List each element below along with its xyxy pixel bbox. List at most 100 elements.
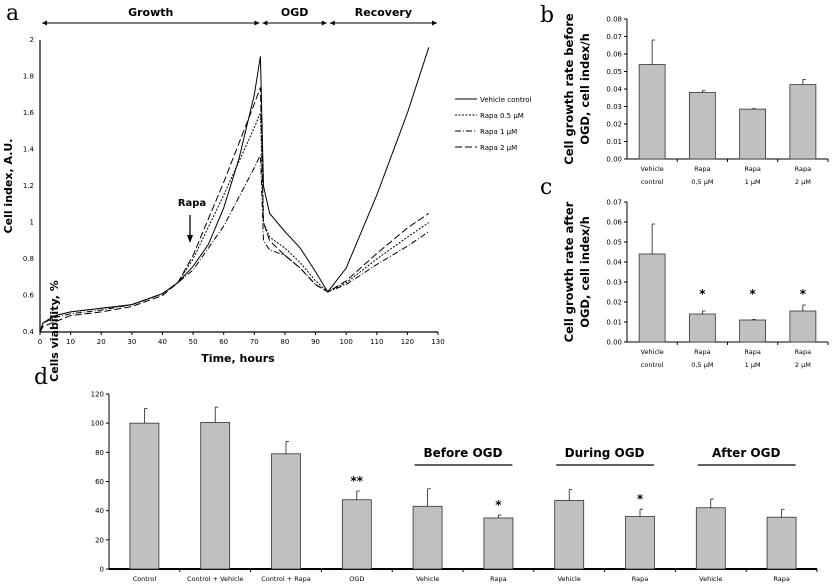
group-label: After OGD [712, 446, 781, 460]
c-y-tick-label: 0.07 [606, 199, 622, 207]
d-y-tick-label: 40 [95, 507, 104, 515]
d-bar [200, 422, 231, 570]
arrowhead-icon [329, 20, 335, 26]
series-line-1 [39, 112, 430, 333]
d-category-label: Rapa [490, 575, 506, 583]
c-bar [789, 310, 817, 343]
b-bar [789, 84, 817, 160]
a-y-tick-label: 1 [30, 219, 34, 227]
d-bar [695, 507, 726, 570]
b-y-tick-label: 0.01 [606, 138, 622, 146]
b-category-label: Rapa [744, 165, 760, 173]
arrowhead-icon [432, 20, 437, 26]
c-y-tick-label: 0.06 [606, 219, 622, 227]
c-y-tick-label: 0.04 [606, 259, 622, 267]
b-y-tick-label: 0.03 [606, 103, 622, 111]
a-x-tick-label: 0 [38, 338, 42, 346]
group-label: During OGD [565, 446, 645, 460]
d-significance-mark: * [495, 498, 502, 512]
legend-entry: Rapa 2 µM [480, 144, 517, 152]
a-y-tick-label: 1.6 [23, 109, 35, 117]
d-category-label: Vehicle [699, 575, 722, 583]
group-label: Before OGD [424, 446, 503, 460]
b-category-label: 1 µM [745, 178, 761, 186]
b-category-label: 0,5 µM [691, 178, 713, 186]
a-y-tick-label: 1.2 [23, 182, 34, 190]
d-bar [129, 422, 160, 570]
d-bar [766, 516, 797, 570]
arrow-down-icon [187, 235, 194, 243]
a-y-tick-label: 1.4 [23, 146, 35, 154]
a-y-tick-label: 0.8 [23, 255, 34, 263]
d-category-label: Control + Rapa [261, 575, 311, 583]
b-y-axis-label-line2: OGD, cell index/h [578, 33, 592, 145]
d-category-label: Vehicle [558, 575, 581, 583]
b-y-axis-label-line1: Cell growth rate before [562, 13, 576, 165]
b-y-tick-label: 0.04 [606, 86, 622, 94]
c-significance-mark: * [800, 287, 807, 301]
phase-label: Growth [128, 6, 173, 19]
b-bar [638, 64, 666, 160]
legend-entry: Rapa 0.5 µM [480, 112, 524, 120]
d-category-label: Vehicle [416, 575, 439, 583]
d-category-label: Control + Vehicle [187, 575, 243, 583]
d-bar [271, 453, 301, 570]
c-y-tick-label: 0.02 [606, 299, 622, 307]
b-y-tick-label: 0.07 [606, 33, 622, 41]
c-bar [688, 313, 716, 343]
arrowhead-icon [321, 20, 327, 26]
panel-label-a: a [6, 1, 19, 26]
d-y-tick-label: 80 [95, 449, 104, 457]
c-category-label: Vehicle [641, 348, 664, 356]
a-y-axis-label: Cell index, A.U. [2, 139, 15, 234]
d-y-tick-label: 0 [100, 566, 104, 574]
b-y-tick-label: 0.08 [606, 16, 622, 24]
b-category-label: Vehicle [641, 165, 664, 173]
c-y-tick-label: 0.01 [606, 319, 622, 327]
d-y-tick-label: 100 [91, 420, 104, 428]
panel-label-c: c [540, 175, 552, 200]
c-category-label: 2 µM [795, 361, 811, 369]
c-category-label: 1 µM [745, 361, 761, 369]
b-y-tick-label: 0.02 [606, 121, 622, 129]
series-line-2 [39, 154, 430, 333]
c-category-label: control [641, 361, 664, 369]
d-bar [483, 517, 514, 570]
b-category-label: Rapa [694, 165, 710, 173]
d-category-label: Rapa [632, 575, 648, 583]
c-category-label: Rapa [744, 348, 760, 356]
b-bar [739, 108, 767, 160]
legend-entry: Vehicle control [480, 96, 532, 104]
d-category-label: Rapa [773, 575, 789, 583]
a-x-tick-label: 130 [431, 338, 444, 346]
phase-label: OGD [281, 6, 309, 19]
a-x-tick-label: 40 [158, 338, 167, 346]
c-y-tick-label: 0.00 [606, 339, 622, 347]
arrowhead-icon [254, 20, 260, 26]
a-x-tick-label: 80 [280, 338, 289, 346]
d-bar [625, 516, 655, 570]
b-y-tick-label: 0.06 [606, 51, 622, 59]
c-y-axis-label-line1: Cell growth rate after [562, 201, 576, 342]
c-significance-mark: * [699, 287, 706, 301]
panel-label-b: b [540, 3, 554, 28]
a-y-tick-label: 0.4 [23, 328, 35, 336]
d-y-tick-label: 20 [95, 536, 104, 544]
b-category-label: control [641, 178, 664, 186]
a-x-tick-label: 50 [189, 338, 198, 346]
b-y-tick-label: 0.00 [606, 156, 622, 164]
c-bar [739, 319, 767, 343]
d-significance-mark: * [637, 492, 644, 506]
arrowhead-icon [262, 20, 268, 26]
d-bar [412, 505, 443, 570]
c-y-tick-label: 0.03 [606, 279, 622, 287]
a-y-tick-label: 1.8 [23, 73, 34, 81]
c-y-axis-label-line2: OGD, cell index/h [578, 216, 592, 328]
d-y-tick-label: 120 [91, 391, 104, 399]
d-y-axis-label: Cells viability, % [48, 280, 61, 382]
a-y-tick-label: 0.6 [23, 292, 35, 300]
b-category-label: Rapa [795, 165, 811, 173]
arrowhead-icon [42, 20, 47, 26]
a-x-tick-label: 20 [97, 338, 106, 346]
